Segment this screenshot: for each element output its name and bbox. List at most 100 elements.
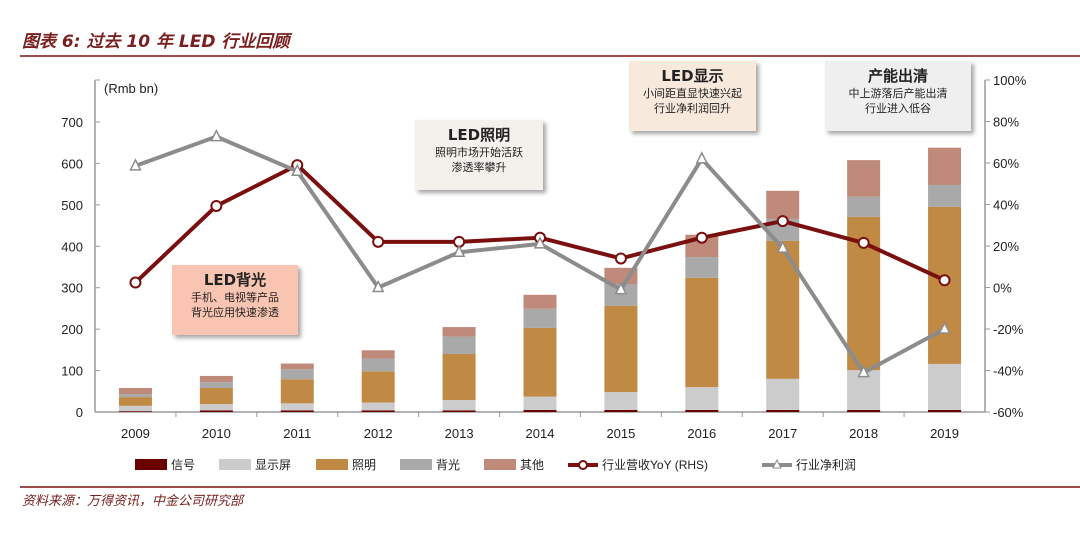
bar-segment (280, 379, 314, 404)
legend-marker (772, 458, 782, 469)
bar-segment (685, 277, 719, 388)
y-tick-label: 0 (76, 405, 83, 420)
bar-segment (199, 404, 233, 411)
callout-heading: LED背光 (203, 271, 267, 289)
data-point (614, 252, 627, 265)
x-tick-label: 2019 (930, 426, 959, 441)
bar-segment (928, 363, 962, 410)
bar-segment (118, 405, 152, 412)
bar-segment (928, 184, 962, 207)
bar-segment (604, 305, 638, 393)
x-tick-label: 2016 (687, 426, 716, 441)
bar-segment (361, 350, 395, 359)
y-axis-label: (Rmb bn) (104, 81, 158, 96)
data-point (614, 281, 628, 295)
bar-segment (199, 387, 233, 405)
data-point (129, 158, 142, 171)
bar-segment (442, 327, 476, 337)
callout-heading: LED照明 (447, 126, 511, 144)
bar-segment (442, 410, 476, 412)
bar-segment (442, 336, 476, 354)
bar-segment (685, 257, 719, 278)
x-tick-label: 2009 (121, 426, 150, 441)
bar-segment (847, 196, 881, 217)
y-tick-label: 200 (61, 322, 83, 337)
data-point (210, 128, 223, 142)
data-point (857, 236, 870, 249)
legend-swatch (135, 459, 167, 470)
y-tick-label: 400 (61, 239, 83, 254)
bar-segment (523, 396, 557, 410)
bar-segment (118, 387, 152, 395)
bar-segment (604, 392, 638, 410)
bar-segment (766, 240, 800, 379)
bar-segment (604, 409, 638, 412)
data-point (938, 274, 951, 287)
bar-segment (523, 308, 557, 328)
callout-backlight: LED背光 手机、电视等产品 背光应用快速渗透 (172, 265, 298, 335)
bar-segment (523, 327, 557, 397)
legend-swatch (484, 459, 516, 470)
y-tick-label: 600 (61, 156, 83, 171)
legend-swatch (219, 459, 251, 470)
callout-line: 行业净利润回升 (654, 102, 731, 115)
x-tick-label: 2012 (364, 426, 393, 441)
data-point (938, 321, 951, 334)
bar-segment (766, 190, 800, 219)
x-tick-label: 2010 (202, 426, 231, 441)
bar-segment (361, 358, 395, 372)
bar-segment (766, 409, 800, 412)
bar-segment (118, 411, 152, 412)
legend-label: 照明 (352, 458, 376, 472)
bar-segment (280, 363, 314, 370)
x-tick-label: 2018 (849, 426, 878, 441)
bar-segment (199, 375, 233, 383)
x-tick-label: 2015 (606, 426, 635, 441)
legend-label: 显示屏 (255, 458, 291, 472)
callout-line: 背光应用快速渗透 (191, 306, 279, 319)
data-point (776, 215, 789, 228)
callout-lighting: LED照明 照明市场开始活跃 渗透率攀升 (415, 120, 543, 190)
y2-tick-label: -40% (993, 364, 1024, 379)
bar-segment (361, 410, 395, 412)
x-tick-label: 2013 (445, 426, 474, 441)
x-tick-label: 2014 (526, 426, 555, 441)
source-note: 资料来源：万得资讯，中金公司研究部 (22, 494, 244, 509)
bar-segment (847, 409, 881, 412)
bar-segment (280, 403, 314, 411)
y2-tick-label: 40% (993, 198, 1019, 213)
data-point (533, 236, 547, 249)
callout-heading: LED显示 (661, 67, 724, 85)
x-tick-label: 2011 (283, 426, 311, 441)
legend-swatch (400, 459, 432, 470)
bar-segment (766, 378, 800, 410)
bar-segment (442, 399, 476, 411)
bar-segment (685, 387, 719, 410)
data-point (371, 279, 385, 293)
bar-segment (442, 354, 476, 400)
bar-segment (199, 410, 233, 412)
bar-segment (280, 369, 314, 380)
legend-label: 信号 (171, 458, 195, 472)
legend-label: 行业营收YoY (RHS) (602, 458, 708, 472)
y-tick-label: 300 (61, 281, 83, 296)
bar-segment (523, 409, 557, 412)
data-point (695, 231, 708, 244)
bar-segment (199, 382, 233, 388)
legend-marker (578, 460, 588, 470)
y2-tick-label: -60% (993, 405, 1024, 420)
data-point (695, 151, 709, 164)
title-rule (20, 55, 1080, 57)
callout-line: 小间距直显快速兴起 (643, 87, 742, 100)
bar-segment (361, 402, 395, 411)
bottom-rule (20, 486, 1080, 488)
callout-line: 手机、电视等产品 (191, 291, 279, 304)
bar-segment (118, 397, 152, 406)
callout-line: 行业进入低谷 (865, 102, 931, 115)
bar-segment (928, 147, 962, 185)
figure-title: 图表 6: 过去 10 年 LED 行业回顾 (22, 32, 290, 52)
data-point (776, 240, 789, 253)
y2-tick-label: -20% (993, 322, 1024, 337)
